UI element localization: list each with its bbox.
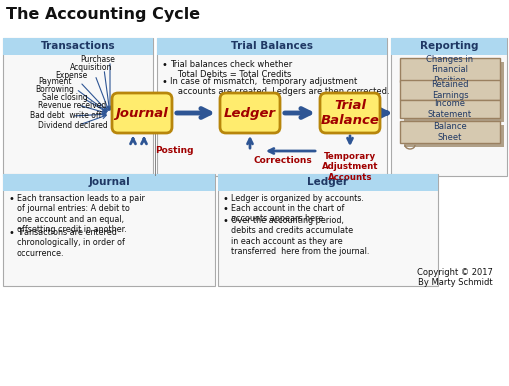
Text: In case of mismatch,  temporary adjustment
   accounts are created. Ledgers are : In case of mismatch, temporary adjustmen…: [169, 77, 389, 96]
Text: The Accounting Cycle: The Accounting Cycle: [6, 7, 200, 22]
Text: Transactions are entered
chronologically, in order of
occurrence.: Transactions are entered chronologically…: [17, 228, 125, 258]
Text: •: •: [222, 194, 229, 204]
Text: Each transaction leads to a pair
of journal entries: A debit to
one account and : Each transaction leads to a pair of jour…: [17, 194, 145, 234]
Bar: [217, 174, 437, 286]
Text: •: •: [9, 228, 15, 238]
Text: Posting: Posting: [155, 146, 193, 155]
Bar: [399, 121, 499, 143]
FancyBboxPatch shape: [319, 93, 379, 133]
Bar: [217, 174, 437, 191]
Text: Trial
Balance: Trial Balance: [320, 99, 379, 127]
Bar: [399, 100, 499, 118]
Bar: [399, 80, 499, 100]
Text: Corrections: Corrections: [253, 156, 312, 165]
Text: •: •: [162, 60, 167, 70]
Bar: [403, 62, 503, 86]
Text: Changes in
Financial
Position: Changes in Financial Position: [426, 55, 473, 85]
Bar: [3, 38, 153, 55]
Text: Ledger: Ledger: [223, 107, 275, 120]
Text: Trial Balances: Trial Balances: [231, 41, 313, 51]
Text: Acquisition: Acquisition: [70, 64, 112, 73]
Bar: [3, 174, 215, 191]
Text: Payment: Payment: [38, 78, 71, 86]
Text: Ledger is organized by accounts.: Ledger is organized by accounts.: [231, 194, 363, 203]
Bar: [403, 84, 503, 104]
Text: Trial balances check whether
   Total Debits = Total Credits: Trial balances check whether Total Debit…: [169, 60, 292, 80]
Text: Income
Statement: Income Statement: [427, 99, 471, 119]
Bar: [399, 58, 499, 82]
Bar: [390, 38, 506, 176]
Text: Revenue received: Revenue received: [38, 102, 106, 110]
Bar: [403, 104, 503, 122]
Text: Ledger: Ledger: [307, 177, 348, 187]
Text: Purchase: Purchase: [80, 56, 115, 64]
Text: •: •: [9, 194, 15, 204]
Bar: [390, 38, 506, 55]
Bar: [157, 38, 386, 55]
Text: Bad debt  write off: Bad debt write off: [30, 112, 101, 120]
Bar: [403, 125, 503, 147]
Text: Temporary
Adjustment
Accounts: Temporary Adjustment Accounts: [321, 152, 378, 182]
Text: Dividend declared: Dividend declared: [38, 120, 107, 129]
Bar: [3, 174, 215, 286]
FancyBboxPatch shape: [112, 93, 172, 133]
Text: Balance
Sheet: Balance Sheet: [432, 122, 466, 142]
FancyBboxPatch shape: [219, 93, 279, 133]
Text: Copyright © 2017
By Marty Schmidt: Copyright © 2017 By Marty Schmidt: [416, 268, 492, 288]
Text: Journal: Journal: [116, 107, 168, 120]
Text: Borrowing: Borrowing: [35, 85, 74, 93]
Text: Transactions: Transactions: [41, 41, 115, 51]
Text: •: •: [222, 216, 229, 226]
Bar: [3, 38, 153, 176]
Text: Each account in the chart of
accounts appears here.: Each account in the chart of accounts ap…: [231, 204, 344, 223]
Text: Sale closing: Sale closing: [42, 93, 88, 103]
Text: •: •: [162, 77, 167, 87]
Text: Retained
Earnings: Retained Earnings: [431, 80, 468, 100]
Bar: [157, 38, 386, 176]
Text: Journal: Journal: [88, 177, 130, 187]
Text: •: •: [222, 204, 229, 214]
Text: Over the accounting period,
debits and credits accumulate
in each account as the: Over the accounting period, debits and c…: [231, 216, 369, 256]
Text: Expense: Expense: [55, 71, 87, 80]
Text: Reporting: Reporting: [419, 41, 477, 51]
